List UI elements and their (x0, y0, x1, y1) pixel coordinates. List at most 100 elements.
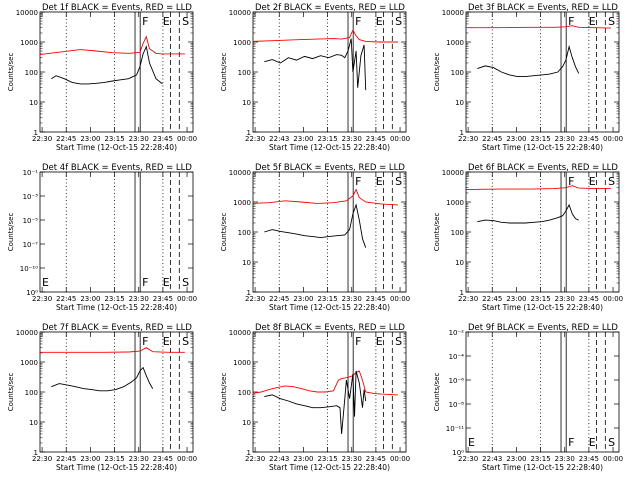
y-tick-label: 10000 (16, 329, 38, 337)
x-axis-label: Start Time (12-Oct-15 22:28:40) (56, 463, 177, 472)
y-tick-label: 10000 (229, 9, 251, 17)
y-tick-label: 10⁻¹⁰ (20, 265, 38, 273)
marker-s: S (182, 335, 189, 348)
panel-3: Det 3f BLACK = Events, RED = LLD 1 10 100 10… (433, 3, 623, 152)
y-axis-label: Counts/sec (7, 373, 15, 412)
y-tick-label: 100 (238, 69, 251, 77)
y-tick-label: 10000 (442, 9, 464, 17)
plot-frame (465, 11, 620, 133)
x-tick-label: 23:15 (317, 295, 337, 303)
x-tick-label: 22:30 (458, 135, 478, 143)
y-tick-label: 1 (247, 449, 251, 457)
marker-e: E (589, 436, 596, 449)
x-tick-label: 22:43 (269, 455, 289, 463)
x-tick-label: 23:15 (104, 135, 124, 143)
x-tick-label: 23:15 (317, 455, 337, 463)
y-tick-label: 100 (451, 229, 464, 237)
y-tick-label: 1000 (20, 359, 38, 367)
x-tick-label: 23:15 (530, 295, 550, 303)
y-tick-label: 10⁻¹¹ (446, 425, 464, 433)
x-axis-label: Start Time (12-Oct-15 22:28:40) (482, 303, 603, 312)
x-tick-label: 22:30 (245, 135, 265, 143)
y-tick-label: 100 (25, 389, 38, 397)
y-tick-label: 10⁻⁴ (449, 353, 465, 361)
y-tick-label: 10000 (16, 9, 38, 17)
x-tick-label: 23:00 (293, 135, 313, 143)
chart-title: Det 5f BLACK = Events, RED = LLD (255, 163, 405, 173)
marker-e: E (376, 15, 383, 28)
marker-s: S (182, 15, 189, 28)
series-line-events (264, 370, 367, 434)
x-tick-label: 23:15 (317, 135, 337, 143)
y-tick-label: 10⁻⁷ (23, 241, 39, 249)
y-axis-label: Counts/sec (433, 373, 441, 412)
x-axis-label: Start Time (12-Oct-15 22:28:40) (56, 303, 177, 312)
x-tick-label: 23:15 (104, 455, 124, 463)
x-tick-label: 23:30 (342, 135, 362, 143)
y-tick-label: 1 (460, 129, 464, 137)
marker-f: F (568, 15, 574, 28)
x-tick-label: 00:00 (390, 135, 410, 143)
y-tick-label: 1 (34, 129, 38, 137)
marker-e: E (376, 335, 383, 348)
marker-s: S (182, 276, 189, 289)
marker-f: F (568, 175, 574, 188)
x-tick-label: 23:15 (104, 295, 124, 303)
series-line-events (477, 203, 579, 224)
y-tick-label: 1 (247, 289, 251, 297)
y-tick-label: 10⁻³ (23, 193, 39, 201)
x-tick-label: 23:15 (530, 135, 550, 143)
series-line-lld (40, 347, 185, 353)
x-tick-label: 23:00 (80, 455, 100, 463)
x-tick-label: 23:45 (153, 455, 173, 463)
series-line-events (477, 44, 580, 78)
marker-f: F (142, 15, 148, 28)
y-tick-label: 10⁰ (26, 289, 38, 297)
x-axis-label: Start Time (12-Oct-15 22:28:40) (56, 143, 177, 152)
marker-e: E (589, 15, 596, 28)
marker-s: S (608, 15, 615, 28)
x-tick-label: 22:45 (56, 455, 76, 463)
y-tick-label: 10 (242, 99, 251, 107)
y-tick-label: 10⁻⁵ (23, 217, 39, 225)
x-tick-label: 00:00 (177, 455, 197, 463)
chart-title: Det 8f BLACK = Events, RED = LLD (255, 323, 405, 333)
plot-frame (465, 331, 620, 453)
series-line-events (51, 366, 154, 392)
y-tick-label: 1000 (446, 199, 464, 207)
x-tick-label: 23:45 (366, 455, 386, 463)
x-tick-label: 23:30 (342, 455, 362, 463)
y-tick-label: 1 (460, 289, 464, 297)
marker-s: S (608, 175, 615, 188)
x-tick-label: 00:00 (603, 295, 623, 303)
y-tick-label: 1000 (233, 199, 251, 207)
y-axis-label: Counts/sec (7, 213, 15, 252)
x-tick-label: 22:30 (245, 455, 265, 463)
marker-e: E (163, 335, 170, 348)
marker-f: F (142, 276, 148, 289)
chart-title: Det 7f BLACK = Events, RED = LLD (42, 323, 192, 333)
x-tick-label: 23:30 (129, 455, 149, 463)
x-tick-label: 22:45 (269, 295, 289, 303)
series-line-events (51, 45, 163, 85)
series-line-events (264, 38, 367, 91)
x-tick-label: 22:43 (482, 455, 502, 463)
y-tick-label: 10⁻⁸ (449, 401, 465, 409)
y-tick-label: 10 (242, 259, 251, 267)
panel-1: Det 1f BLACK = Events, RED = LLD 1 10 100 10… (7, 3, 197, 152)
y-axis-label: Counts/sec (220, 53, 228, 92)
y-tick-label: 100 (238, 229, 251, 237)
x-axis-label: Start Time (12-Oct-15 22:28:40) (482, 463, 603, 472)
x-tick-label: 23:30 (555, 455, 575, 463)
y-tick-label: 1000 (233, 359, 251, 367)
x-tick-label: 23:30 (342, 295, 362, 303)
y-axis-label: Counts/sec (7, 53, 15, 92)
chart-title: Det 4f BLACK = Events, RED = LLD (42, 163, 192, 173)
x-tick-label: 00:00 (603, 135, 623, 143)
plot-frame (465, 171, 620, 293)
plot-frame (39, 171, 194, 293)
chart-title: Det 3f BLACK = Events, RED = LLD (468, 3, 618, 13)
x-tick-label: 00:00 (390, 295, 410, 303)
